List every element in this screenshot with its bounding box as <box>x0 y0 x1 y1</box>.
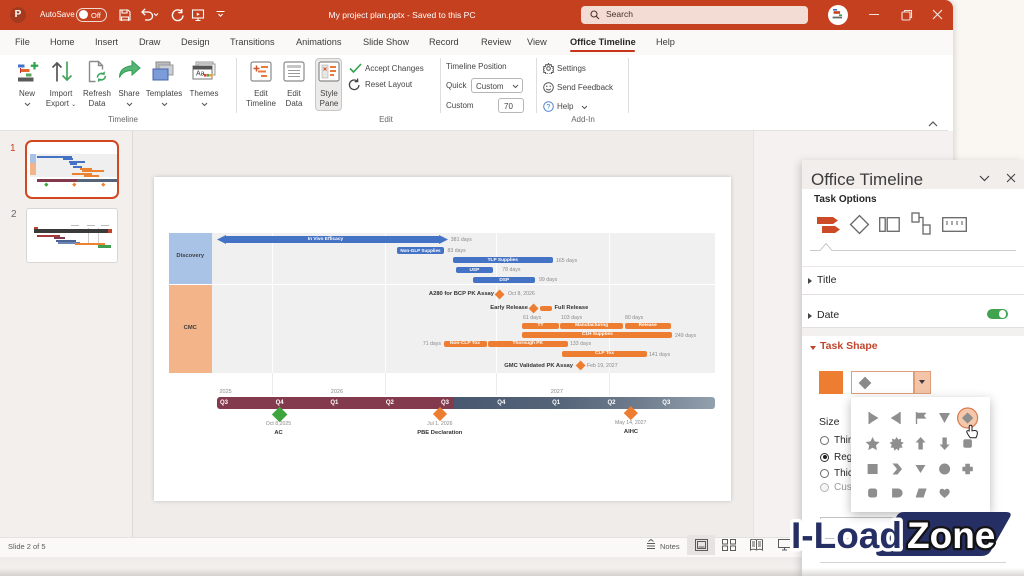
svg-text:Zone: Zone <box>907 515 995 556</box>
svg-text:I-Load: I-Load <box>791 515 902 556</box>
svg-text:Aa: Aa <box>196 71 205 78</box>
svg-text:?: ? <box>546 104 550 111</box>
